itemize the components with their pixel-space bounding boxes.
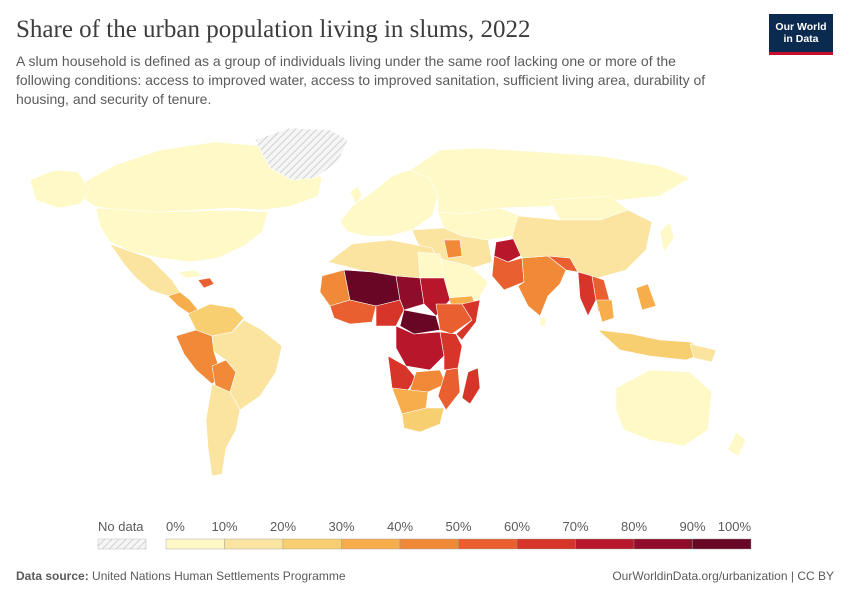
- country-somalia[interactable]: [455, 299, 481, 341]
- license-link[interactable]: OurWorldinData.org/urbanization | CC BY: [612, 569, 834, 583]
- country-cuba[interactable]: [177, 269, 203, 279]
- country-mozambique[interactable]: [437, 367, 461, 411]
- country-nigeria[interactable]: [375, 299, 405, 327]
- world-map[interactable]: [0, 118, 850, 518]
- country-greenland[interactable]: [254, 127, 349, 181]
- country-zambia[interactable]: [409, 369, 447, 393]
- chart-title: Share of the urban population living in …: [16, 16, 531, 43]
- country-india[interactable]: [517, 255, 567, 317]
- legend-tick-0: 0%: [166, 519, 185, 534]
- legend-bin-10-20[interactable]: [224, 538, 284, 550]
- country-new-zealand[interactable]: [727, 431, 747, 457]
- country-egypt[interactable]: [417, 251, 445, 279]
- country-myanmar[interactable]: [577, 271, 597, 317]
- country-sri-lanka[interactable]: [539, 317, 547, 327]
- legend-bin-40-50[interactable]: [399, 538, 459, 550]
- legend-tick-5: 50%: [445, 519, 471, 534]
- legend-tick-2: 20%: [270, 519, 296, 534]
- legend-tick-10: 100%: [718, 519, 752, 534]
- central-america[interactable]: [167, 291, 199, 315]
- owid-logo[interactable]: Our World in Data: [769, 14, 833, 55]
- legend-tick-4: 40%: [387, 519, 413, 534]
- country-car-south-sudan[interactable]: [399, 309, 441, 335]
- legend-bin-70-80[interactable]: [575, 538, 635, 550]
- country-madagascar[interactable]: [461, 367, 481, 405]
- legend-color-bins: [165, 538, 752, 550]
- country-iraq[interactable]: [443, 239, 463, 259]
- country-russia[interactable]: [409, 147, 691, 215]
- legend-tick-3: 30%: [328, 519, 354, 534]
- legend-no-data-swatch[interactable]: [97, 538, 147, 550]
- country-chad[interactable]: [395, 275, 425, 311]
- country-papua-new-guinea[interactable]: [689, 343, 717, 363]
- legend-tick-7: 70%: [562, 519, 588, 534]
- legend-no-data-label: No data: [98, 519, 144, 534]
- legend-tick-8: 80%: [621, 519, 647, 534]
- country-japan[interactable]: [659, 221, 675, 253]
- legend-bin-80-90[interactable]: [633, 538, 693, 550]
- legend-bin-30-40[interactable]: [341, 538, 401, 550]
- chart-subtitle: A slum household is defined as a group o…: [16, 53, 706, 107]
- legend-tick-labels: 0% 10% 20% 30% 40% 50% 60% 70% 80% 90% 100%: [166, 519, 751, 534]
- region-west-africa-coast[interactable]: [329, 299, 377, 325]
- logo-line-2: in Data: [783, 33, 819, 45]
- legend-bin-0-10[interactable]: [165, 538, 225, 550]
- country-vietnam-thailand[interactable]: [595, 299, 615, 323]
- map-legend: No data 0% 10% 20% 30% 40% 50% 60% 70% 80% 90% 100…: [97, 519, 752, 550]
- country-south-africa[interactable]: [401, 407, 445, 433]
- data-source: Data source: United Nations Human Settle…: [16, 569, 346, 583]
- legend-tick-9: 90%: [679, 519, 705, 534]
- legend-bin-50-60[interactable]: [458, 538, 518, 550]
- region-europe[interactable]: [339, 169, 439, 237]
- logo-line-1: Our World: [775, 21, 827, 33]
- country-china[interactable]: [511, 209, 653, 279]
- country-philippines[interactable]: [635, 283, 657, 311]
- legend-bin-90-100[interactable]: [692, 538, 752, 550]
- country-kenya-tanzania[interactable]: [439, 331, 463, 371]
- country-usa[interactable]: [95, 207, 269, 263]
- country-dr-congo[interactable]: [395, 325, 445, 371]
- legend-tick-1: 10%: [211, 519, 237, 534]
- legend-tick-6: 60%: [504, 519, 530, 534]
- country-ethiopia[interactable]: [435, 303, 473, 335]
- legend-bin-20-30[interactable]: [282, 538, 342, 550]
- country-uk[interactable]: [349, 185, 363, 205]
- legend-bin-60-70[interactable]: [516, 538, 576, 550]
- country-haiti[interactable]: [197, 277, 215, 289]
- country-brazil[interactable]: [211, 319, 283, 411]
- country-argentina-chile[interactable]: [205, 383, 241, 477]
- source-text[interactable]: United Nations Human Settlements Program…: [92, 569, 346, 583]
- country-australia[interactable]: [615, 369, 713, 447]
- country-alaska[interactable]: [29, 169, 91, 209]
- source-label: Data source:: [16, 569, 89, 583]
- country-namibia-botswana[interactable]: [391, 387, 429, 415]
